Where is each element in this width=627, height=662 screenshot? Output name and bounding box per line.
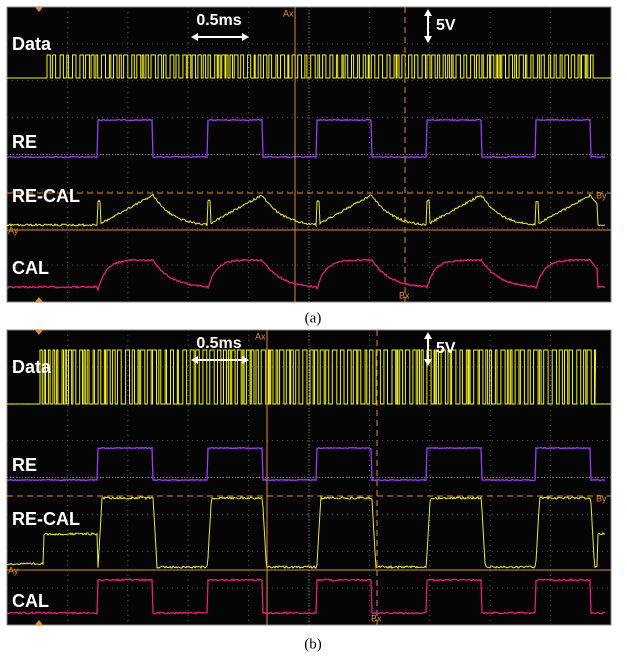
time-scale: 0.5ms — [196, 335, 241, 352]
figure: Data RE RE-CAL CAL 0.5ms 5V Ax Bx Ay By (a) Data RE R… — [0, 0, 627, 657]
channel-label: Data — [12, 34, 52, 54]
cursor-label: Bx — [371, 613, 382, 623]
cursor-label: Ax — [283, 8, 294, 18]
panel-caption: (b) — [304, 636, 322, 652]
cursor-label: Bx — [399, 290, 410, 300]
scope-panel: Data RE RE-CAL CAL 0.5ms 5V Ax Bx Ay By — [7, 330, 611, 625]
channel-label: RE-CAL — [12, 186, 80, 206]
cursor-label: Ax — [255, 331, 266, 341]
volt-scale: 5V — [436, 340, 456, 357]
cursor-label: By — [596, 493, 607, 503]
channel-label: Data — [12, 357, 52, 377]
panel-caption: (a) — [305, 310, 322, 326]
time-scale: 0.5ms — [196, 12, 241, 29]
scope-panel: Data RE RE-CAL CAL 0.5ms 5V Ax Bx Ay By — [7, 7, 611, 302]
channel-label: RE — [12, 132, 37, 152]
cursor-label: Ay — [8, 565, 19, 575]
channel-label: CAL — [12, 591, 49, 611]
cursor-label: Ay — [8, 225, 19, 235]
channel-label: RE-CAL — [12, 509, 80, 529]
channel-label: RE — [12, 455, 37, 475]
channel-label: CAL — [12, 258, 49, 278]
cursor-label: By — [596, 190, 607, 200]
volt-scale: 5V — [436, 17, 456, 34]
